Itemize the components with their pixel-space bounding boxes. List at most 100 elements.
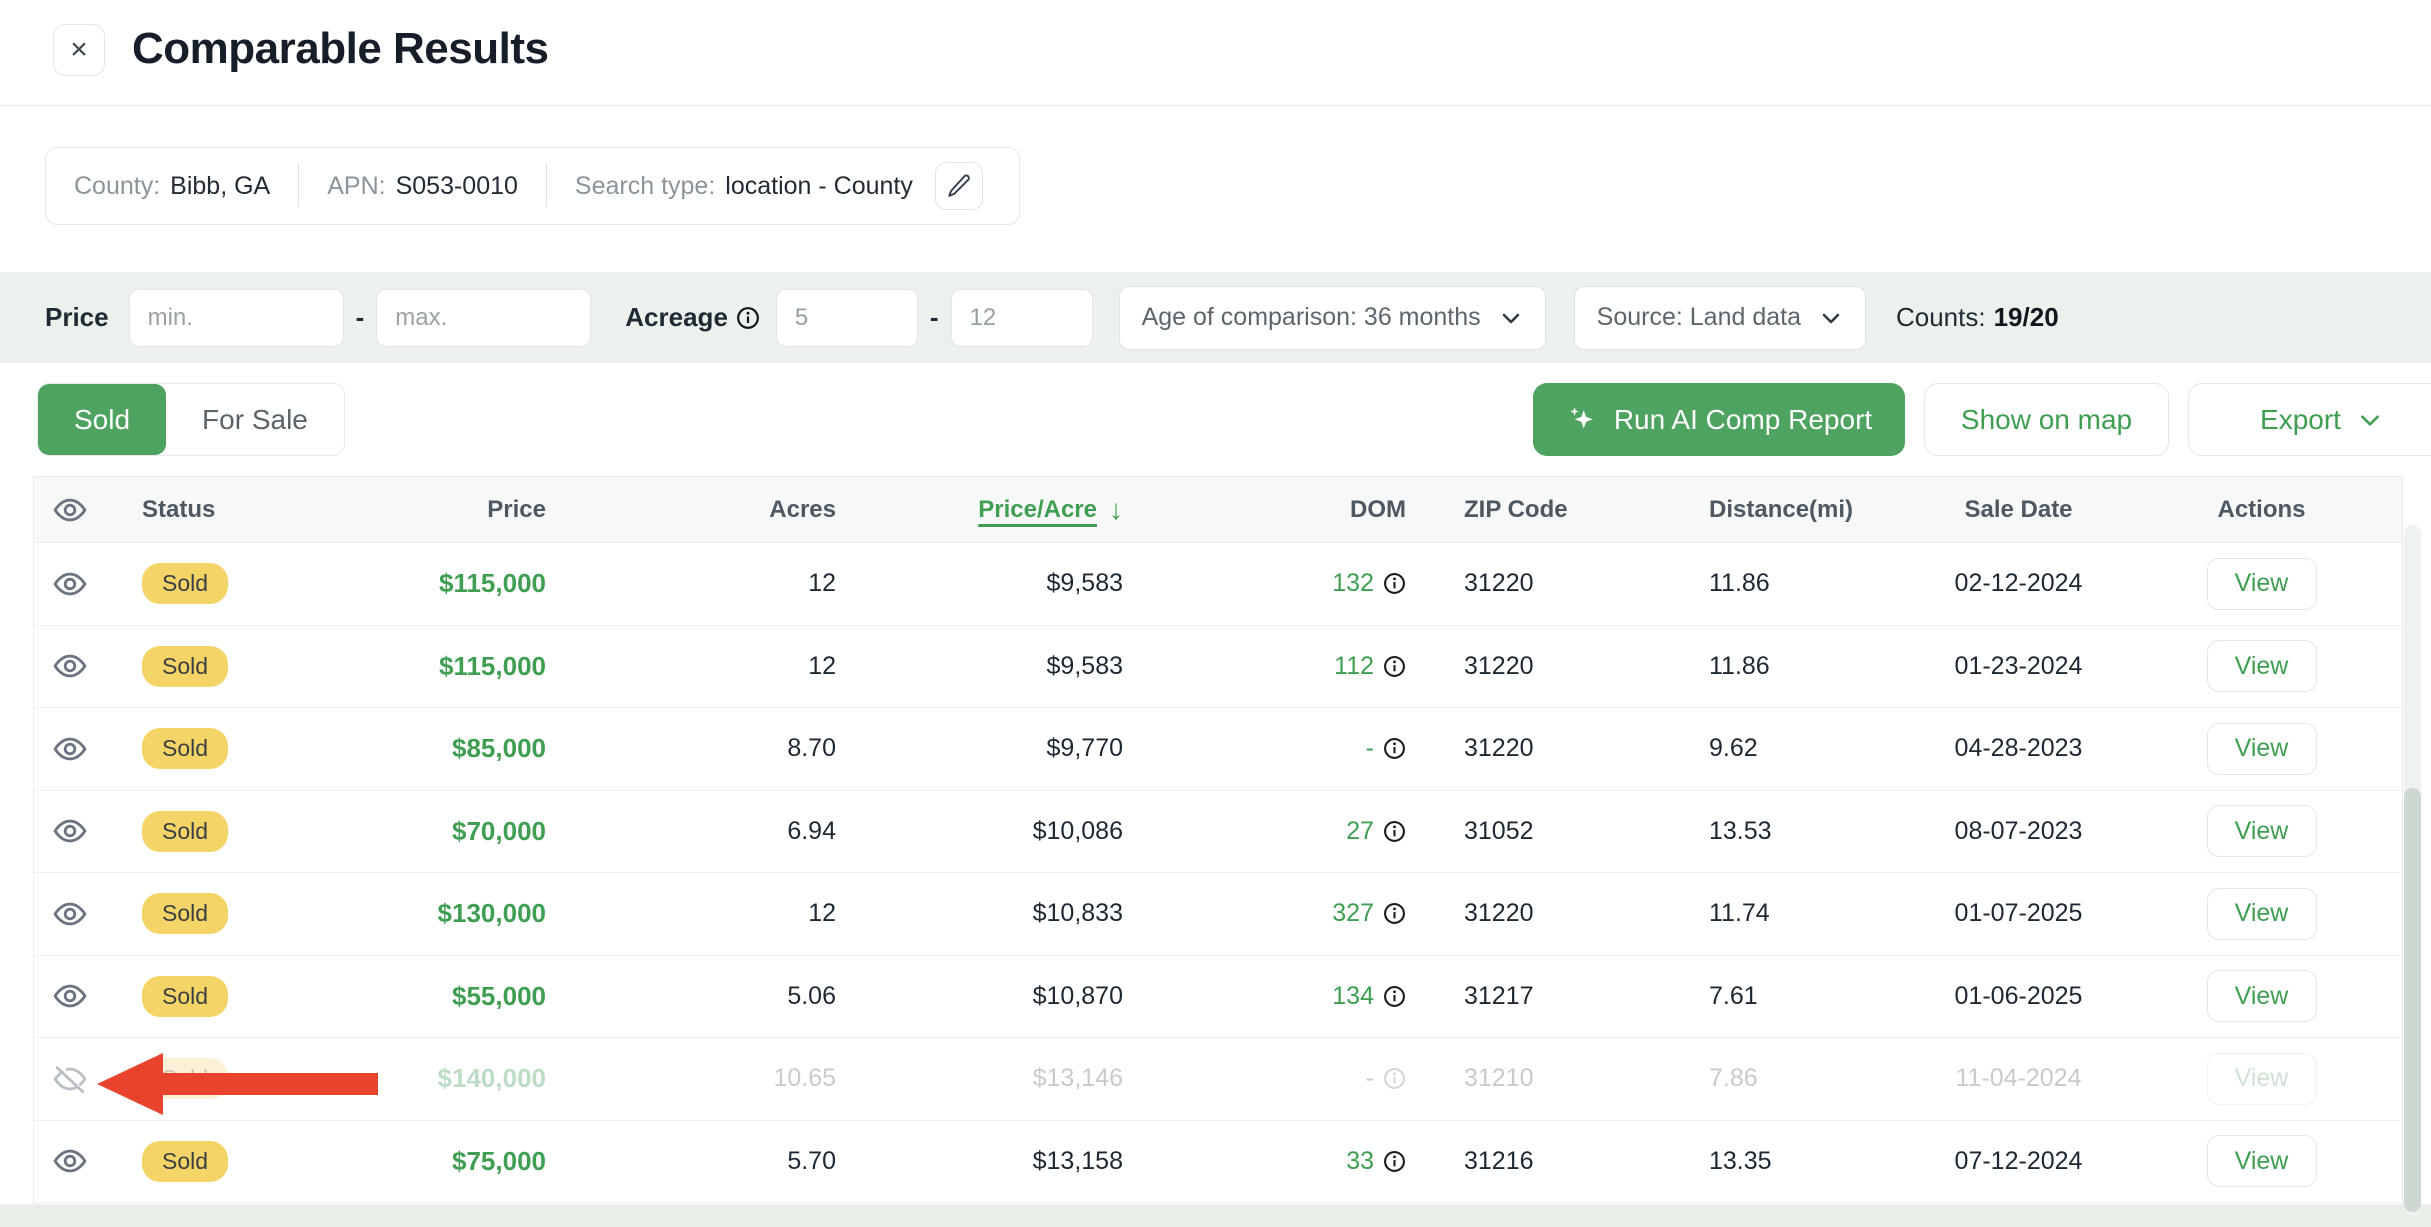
dom-value: 27 <box>1346 816 1374 845</box>
county-value: Bibb, GA <box>170 171 271 200</box>
acres-cell: 6.94 <box>787 816 836 845</box>
column-header-dom[interactable]: DOM <box>1350 495 1406 523</box>
toggle-row-visibility-button[interactable] <box>48 809 92 853</box>
column-header-sale-date[interactable]: Sale Date <box>1964 495 2073 523</box>
acres-cell: 5.06 <box>787 981 836 1010</box>
sort-descending-icon: ↓ <box>1109 493 1123 525</box>
range-dash: - <box>929 302 939 332</box>
view-button[interactable]: View <box>2206 805 2317 858</box>
view-button[interactable]: View <box>2206 1135 2317 1188</box>
status-badge: Sold <box>142 728 229 770</box>
visibility-cell <box>34 727 106 771</box>
price-max-input[interactable] <box>376 288 592 347</box>
export-button[interactable]: Export <box>2188 383 2431 456</box>
sale-date-cell: 04-28-2023 <box>1954 734 2083 763</box>
price-per-acre-cell: $9,770 <box>1046 734 1123 763</box>
column-header-price-acre[interactable]: Price/Acre ↓ <box>836 494 1123 526</box>
eye-icon <box>53 819 87 843</box>
acres-cell: 8.70 <box>787 734 836 763</box>
actions-cell: View <box>2121 722 2402 775</box>
info-icon[interactable] <box>1383 820 1406 843</box>
status-tabs: Sold For Sale <box>37 383 345 456</box>
source-dropdown[interactable]: Source: Land data <box>1573 285 1866 350</box>
acres-cell: 12 <box>808 899 836 928</box>
price-cell: $140,000 <box>437 1063 546 1094</box>
show-on-map-button[interactable]: Show on map <box>1924 383 2169 456</box>
info-icon[interactable] <box>1383 985 1406 1008</box>
view-button[interactable]: View <box>2206 722 2317 775</box>
eye-icon <box>53 572 87 596</box>
status-cell: Sold <box>106 1140 311 1182</box>
column-header-distance[interactable]: Distance(mi) <box>1709 495 1854 523</box>
column-header-acres[interactable]: Acres <box>769 495 836 523</box>
info-icon[interactable] <box>1383 902 1406 925</box>
view-button[interactable]: View <box>2206 887 2317 940</box>
info-icon[interactable] <box>1383 737 1406 760</box>
zip-cell: 31220 <box>1464 899 1534 928</box>
visibility-cell <box>34 809 106 853</box>
status-badge: Sold <box>142 810 229 852</box>
table-row: Sold $55,000 5.06 $10,870 134 31217 7.61… <box>34 955 2402 1038</box>
price-cell: $70,000 <box>452 815 546 846</box>
acres-cell: 5.70 <box>787 1146 836 1175</box>
tab-sold[interactable]: Sold <box>38 384 167 455</box>
status-badge: Sold <box>142 563 229 605</box>
zip-cell: 31220 <box>1464 651 1534 680</box>
info-icon[interactable] <box>1383 655 1406 678</box>
distance-cell: 11.74 <box>1709 899 1770 928</box>
price-cell: $85,000 <box>452 733 546 764</box>
apn-value: S053-0010 <box>395 171 518 200</box>
view-button[interactable]: View <box>2206 557 2317 610</box>
edit-search-button[interactable] <box>934 162 983 210</box>
price-min-input[interactable] <box>128 288 344 347</box>
status-cell: Sold <box>106 563 311 605</box>
info-icon[interactable] <box>1383 572 1406 595</box>
age-of-comparison-dropdown[interactable]: Age of comparison: 36 months <box>1118 285 1546 350</box>
toggle-row-visibility-button[interactable] <box>48 974 92 1018</box>
chevron-down-icon <box>1502 313 1519 323</box>
toggle-row-visibility-button[interactable] <box>48 1139 92 1183</box>
toggle-row-visibility-button[interactable] <box>48 1057 92 1101</box>
dom-cell: 134 <box>1123 982 1406 1011</box>
column-header-zip[interactable]: ZIP Code <box>1464 495 1568 523</box>
visibility-cell <box>34 974 106 1018</box>
actions-cell: View <box>2121 887 2402 940</box>
search-type-value: location - County <box>725 171 913 200</box>
sale-date-cell: 08-07-2023 <box>1954 816 2083 845</box>
close-icon: × <box>70 33 88 66</box>
toggle-row-visibility-button[interactable] <box>48 892 92 936</box>
visibility-cell <box>34 892 106 936</box>
actions-cell: View <box>2121 1052 2402 1105</box>
view-button[interactable]: View <box>2206 640 2317 693</box>
dom-value: 33 <box>1346 1146 1374 1175</box>
run-ai-comp-report-label: Run AI Comp Report <box>1613 403 1873 435</box>
tab-for-sale[interactable]: For Sale <box>166 384 344 455</box>
run-ai-comp-report-button[interactable]: Run AI Comp Report <box>1533 383 1905 456</box>
chevron-down-icon <box>1822 313 1840 323</box>
acreage-min-input[interactable] <box>775 288 918 347</box>
view-button[interactable]: View <box>2206 1052 2317 1105</box>
eye-off-icon <box>53 1066 87 1093</box>
status-cell: Sold <box>106 975 311 1017</box>
column-header-status[interactable]: Status <box>142 495 216 523</box>
toggle-row-visibility-button[interactable] <box>48 727 92 771</box>
toggle-row-visibility-button[interactable] <box>48 562 92 606</box>
visibility-cell <box>34 1057 106 1101</box>
column-header-price[interactable]: Price <box>487 495 546 523</box>
dom-value: - <box>1365 734 1374 763</box>
show-on-map-label: Show on map <box>1960 403 2133 435</box>
actions-cell: View <box>2121 640 2402 693</box>
close-button[interactable]: × <box>53 24 105 76</box>
acreage-max-input[interactable] <box>950 288 1093 347</box>
info-icon[interactable] <box>1383 1067 1406 1090</box>
info-icon[interactable] <box>1383 1150 1406 1173</box>
view-button[interactable]: View <box>2206 970 2317 1023</box>
counts-value: 19/20 <box>1993 302 2059 332</box>
scrollbar-thumb[interactable] <box>2404 788 2421 1212</box>
table-row: Sold $130,000 12 $10,833 327 31220 11.74… <box>34 873 2402 956</box>
dom-value: - <box>1365 1064 1374 1093</box>
toggle-row-visibility-button[interactable] <box>48 644 92 688</box>
acreage-info-icon[interactable] <box>736 306 760 330</box>
sale-date-cell: 01-07-2025 <box>1954 899 2083 928</box>
counts-label: Counts: <box>1895 302 1986 332</box>
